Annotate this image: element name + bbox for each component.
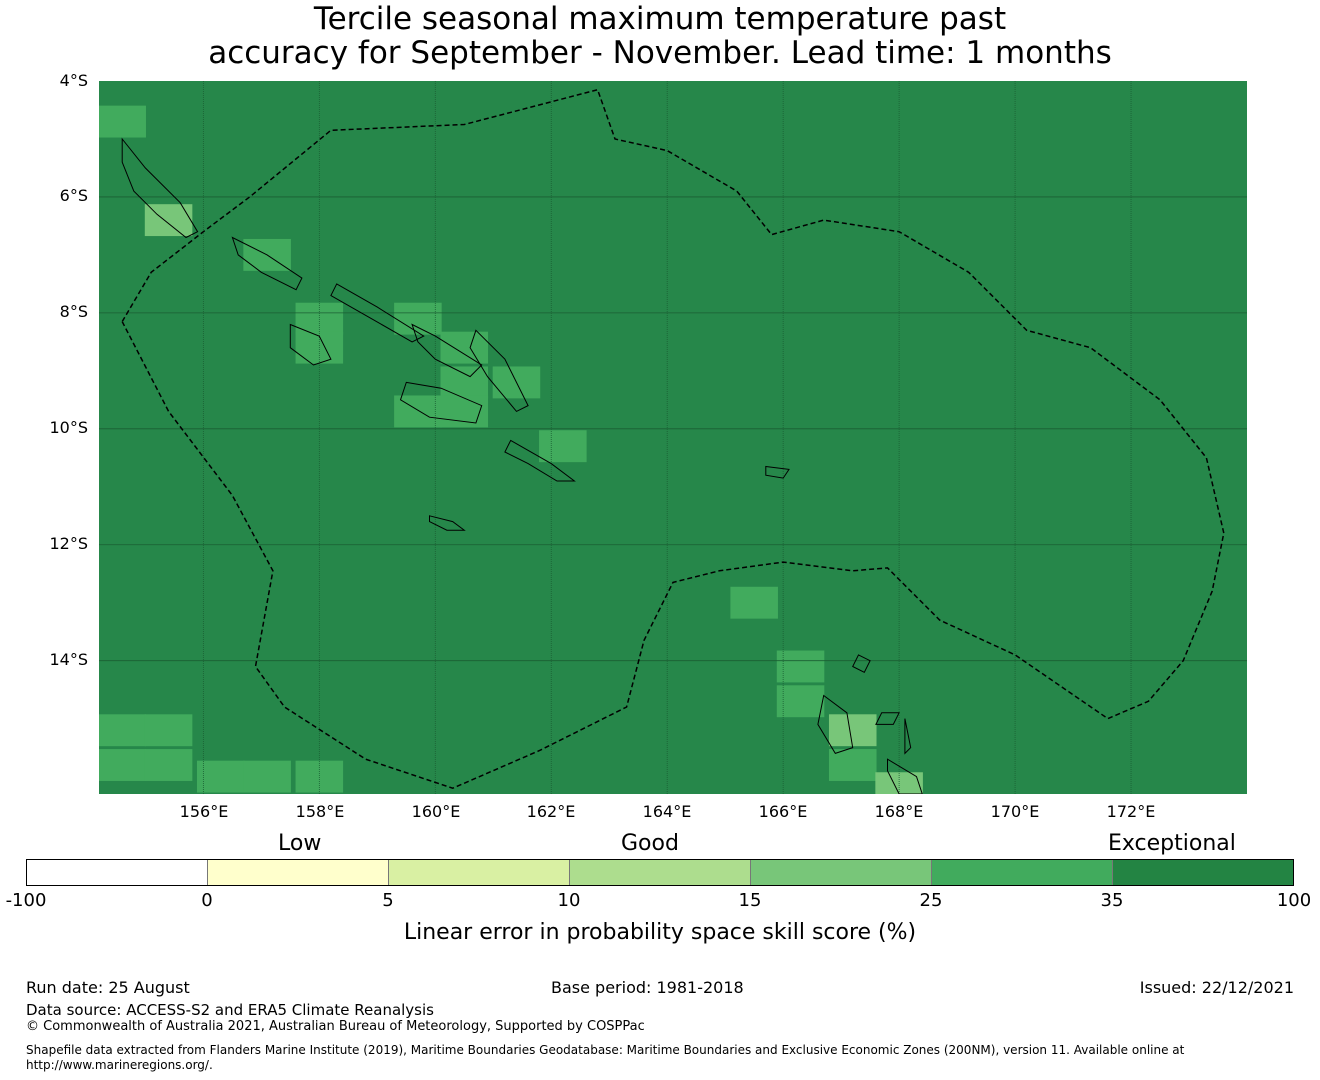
island-coastline (887, 758, 923, 794)
skill-cell (144, 749, 193, 781)
skill-cell (440, 395, 489, 428)
copyright-notice: © Commonwealth of Australia 2021, Austra… (26, 1019, 645, 1034)
lon-label-166e: 166°E (758, 802, 808, 821)
map-panel[interactable] (99, 81, 1247, 794)
colorbar-segment (1113, 860, 1293, 885)
island-coastline (121, 137, 199, 239)
skill-cell (539, 430, 587, 463)
colorbar-segment (570, 860, 751, 885)
lat-label-10s: 10°S (49, 418, 88, 437)
island-coastline (875, 712, 900, 725)
lon-label-164e: 164°E (642, 802, 692, 821)
island-coastline (231, 236, 303, 291)
colorbar-segment (27, 860, 208, 885)
colorbar-tick: 0 (201, 890, 213, 911)
chart-title-line2: accuracy for September - November. Lead … (208, 35, 1112, 71)
skill-cell (144, 714, 193, 747)
colorbar-segment (208, 860, 389, 885)
colorbar-tick: 15 (738, 890, 762, 911)
skill-cell (243, 760, 291, 793)
lon-label-158e: 158°E (295, 802, 345, 821)
island-coastline (817, 694, 854, 755)
lon-label-162e: 162°E (526, 802, 576, 821)
map-svg (99, 81, 1247, 794)
island-coastline (330, 283, 425, 343)
lon-label-160e: 160°E (411, 802, 461, 821)
lon-label-156e: 156°E (179, 802, 229, 821)
skill-cell (394, 302, 442, 335)
island-coastline (904, 718, 912, 755)
colorbar-category-exceptional: Exceptional (1108, 831, 1236, 856)
island-coastline (399, 381, 483, 424)
skill-cell (99, 749, 146, 781)
colorbar-tick: -100 (5, 890, 47, 911)
colorbar-tick: 10 (557, 890, 581, 911)
island-coastline (289, 323, 332, 366)
colorbar-category-low: Low (278, 831, 322, 856)
lon-label-168e: 168°E (874, 802, 924, 821)
lat-label-14s: 14°S (49, 650, 88, 669)
island-coastline (852, 654, 871, 673)
lon-label-172e: 172°E (1106, 802, 1156, 821)
skill-cell (776, 650, 825, 683)
colorbar-tick: 25 (919, 890, 943, 911)
skill-cell (99, 714, 146, 747)
shapefile-credit: Shapefile data extracted from Flanders M… (26, 1043, 1185, 1072)
lat-label-12s: 12°S (49, 534, 88, 553)
chart-title-line1: Tercile seasonal maximum temperature pas… (313, 1, 1007, 37)
island-coastline (429, 515, 466, 531)
skill-cell (828, 714, 877, 747)
map-background (99, 81, 1247, 794)
skill-cell (730, 586, 778, 619)
island-coastline (469, 329, 529, 413)
lat-label-6s: 6°S (59, 186, 88, 205)
island-coastline (504, 439, 576, 482)
run-date: Run date: 25 August (26, 978, 190, 997)
colorbar-category-good: Good (621, 831, 679, 856)
skill-cell (828, 749, 877, 781)
eez-boundary-line (121, 88, 1225, 790)
colorbar (26, 859, 1294, 886)
colorbar-segment (751, 860, 932, 885)
lon-label-170e: 170°E (990, 802, 1040, 821)
skill-cell (776, 685, 825, 718)
colorbar-label: Linear error in probability space skill … (403, 920, 917, 945)
base-period: Base period: 1981-2018 (551, 978, 744, 997)
island-coastline (765, 465, 790, 479)
skill-cell (440, 331, 489, 364)
lat-label-4s: 4°S (59, 71, 88, 90)
island-coastline (411, 323, 483, 378)
lat-label-8s: 8°S (59, 302, 88, 321)
colorbar-tick: 35 (1100, 890, 1124, 911)
data-source: Data source: ACCESS-S2 and ERA5 Climate … (26, 1001, 434, 1019)
issued-date: Issued: 22/12/2021 (1139, 978, 1294, 997)
colorbar-tick: 5 (382, 890, 394, 911)
skill-cell (99, 105, 146, 138)
skill-cell (440, 366, 489, 399)
colorbar-segment (389, 860, 570, 885)
skill-cell (196, 760, 245, 793)
colorbar-tick: 100 (1276, 890, 1312, 911)
colorbar-segment (932, 860, 1113, 885)
